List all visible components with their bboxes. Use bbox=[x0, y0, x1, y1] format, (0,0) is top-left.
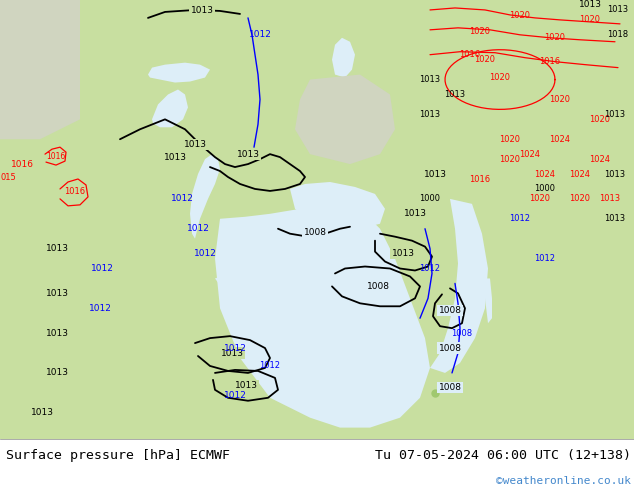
Text: 1012: 1012 bbox=[420, 264, 441, 273]
Text: 1013: 1013 bbox=[424, 170, 446, 178]
Text: 1020: 1020 bbox=[510, 11, 531, 21]
Polygon shape bbox=[295, 74, 395, 164]
Text: 1013: 1013 bbox=[578, 0, 602, 9]
Polygon shape bbox=[190, 154, 220, 239]
Polygon shape bbox=[332, 38, 355, 77]
Text: 1012: 1012 bbox=[259, 362, 280, 370]
Text: 1008: 1008 bbox=[439, 383, 462, 392]
Text: 1013: 1013 bbox=[190, 6, 214, 16]
Text: 1012: 1012 bbox=[510, 214, 531, 223]
Text: 1020: 1020 bbox=[545, 33, 566, 42]
Text: 1020: 1020 bbox=[470, 27, 491, 36]
Text: 1013: 1013 bbox=[392, 249, 415, 258]
Polygon shape bbox=[152, 90, 188, 127]
Text: 1013: 1013 bbox=[444, 90, 465, 99]
Polygon shape bbox=[215, 204, 430, 428]
Text: 1020: 1020 bbox=[489, 73, 510, 82]
Text: ©weatheronline.co.uk: ©weatheronline.co.uk bbox=[496, 476, 631, 486]
Text: 1013: 1013 bbox=[235, 381, 257, 391]
Text: 1013: 1013 bbox=[604, 110, 626, 119]
Text: 1000: 1000 bbox=[420, 195, 441, 203]
Text: 1008: 1008 bbox=[366, 282, 389, 291]
Text: 1012: 1012 bbox=[193, 249, 216, 258]
Text: 1013: 1013 bbox=[403, 209, 427, 219]
Text: 1012: 1012 bbox=[224, 343, 247, 353]
Text: 1016: 1016 bbox=[460, 50, 481, 59]
Text: 1000: 1000 bbox=[534, 184, 555, 194]
Text: Tu 07-05-2024 06:00 UTC (12+138): Tu 07-05-2024 06:00 UTC (12+138) bbox=[375, 448, 631, 462]
Text: 1024: 1024 bbox=[569, 170, 590, 178]
Text: 1018: 1018 bbox=[607, 30, 628, 39]
Text: 1012: 1012 bbox=[89, 304, 112, 313]
Text: 1013: 1013 bbox=[46, 368, 68, 377]
Text: 1012: 1012 bbox=[91, 264, 113, 273]
Text: 1012: 1012 bbox=[224, 392, 247, 400]
Text: Surface pressure [hPa] ECMWF: Surface pressure [hPa] ECMWF bbox=[6, 448, 230, 462]
Text: 1020: 1020 bbox=[500, 155, 521, 164]
Text: 1012: 1012 bbox=[171, 195, 193, 203]
Text: 1020: 1020 bbox=[529, 195, 550, 203]
Text: 1013: 1013 bbox=[46, 289, 68, 298]
Text: 1012: 1012 bbox=[186, 224, 209, 233]
Text: 1020: 1020 bbox=[474, 55, 496, 64]
Text: 1013: 1013 bbox=[607, 5, 628, 14]
Polygon shape bbox=[215, 269, 300, 289]
Text: 1013: 1013 bbox=[236, 149, 259, 159]
Text: 1024: 1024 bbox=[519, 149, 541, 159]
Polygon shape bbox=[480, 278, 492, 323]
Text: 1013: 1013 bbox=[599, 195, 621, 203]
Text: 1020: 1020 bbox=[579, 15, 600, 24]
Text: 015: 015 bbox=[0, 172, 16, 181]
Text: 1013: 1013 bbox=[221, 348, 243, 358]
Text: 1020: 1020 bbox=[590, 115, 611, 124]
Text: 1016: 1016 bbox=[46, 151, 66, 161]
Text: 1008: 1008 bbox=[304, 228, 327, 237]
Text: 1020: 1020 bbox=[500, 135, 521, 144]
Text: 1013: 1013 bbox=[164, 152, 186, 162]
Text: 1013: 1013 bbox=[420, 75, 441, 84]
Text: 1013: 1013 bbox=[30, 408, 53, 417]
Text: 1013: 1013 bbox=[604, 214, 626, 223]
Text: 1012: 1012 bbox=[534, 254, 555, 263]
Text: 1008: 1008 bbox=[451, 329, 472, 338]
Text: 1020: 1020 bbox=[569, 195, 590, 203]
Polygon shape bbox=[290, 182, 385, 229]
Text: 1016: 1016 bbox=[11, 160, 34, 169]
Text: 1016: 1016 bbox=[65, 188, 86, 196]
Polygon shape bbox=[0, 0, 80, 139]
Text: 1013: 1013 bbox=[604, 170, 626, 178]
Text: 1016: 1016 bbox=[469, 174, 491, 183]
Text: 1016: 1016 bbox=[540, 57, 560, 66]
Text: 1024: 1024 bbox=[550, 135, 571, 144]
Text: 1013: 1013 bbox=[420, 110, 441, 119]
Text: 1013: 1013 bbox=[46, 329, 68, 338]
Text: 1008: 1008 bbox=[439, 306, 462, 315]
Text: 1013: 1013 bbox=[46, 244, 68, 253]
Text: 1024: 1024 bbox=[534, 170, 555, 178]
Text: 1020: 1020 bbox=[550, 95, 571, 104]
Polygon shape bbox=[430, 199, 488, 373]
Text: 1008: 1008 bbox=[439, 343, 462, 353]
Polygon shape bbox=[148, 63, 210, 82]
Text: 1013: 1013 bbox=[183, 140, 207, 148]
Text: 1024: 1024 bbox=[590, 155, 611, 164]
Text: 1012: 1012 bbox=[249, 30, 271, 39]
